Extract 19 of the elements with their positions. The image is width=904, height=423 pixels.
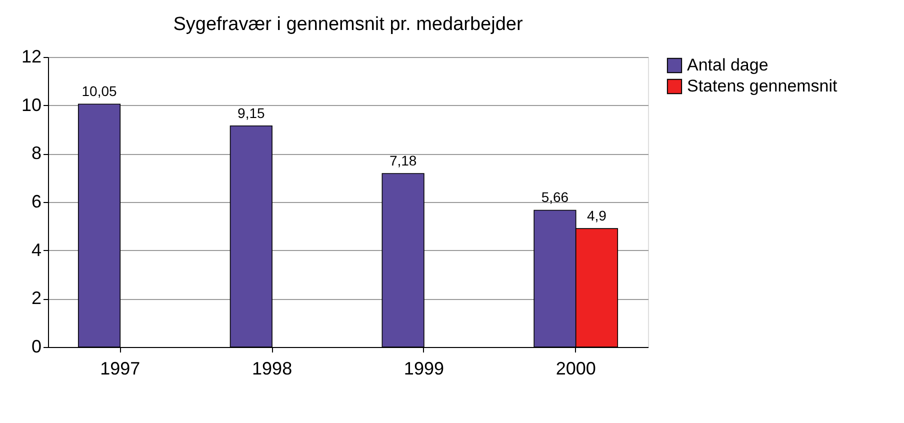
y-tick-label: 12 — [21, 46, 42, 66]
x-tick-label: 1997 — [100, 358, 140, 378]
data-label: 4,9 — [587, 208, 607, 224]
x-tick-label: 2000 — [556, 358, 596, 378]
y-tick-label: 2 — [31, 288, 42, 308]
x-tick-label: 1999 — [404, 358, 444, 378]
y-tick-label: 6 — [31, 192, 42, 212]
data-label: 9,15 — [238, 104, 265, 121]
y-tick-label: 0 — [31, 336, 42, 356]
data-label: 5,66 — [541, 189, 569, 206]
y-tick-label: 10 — [21, 94, 42, 115]
x-tick-label: 1998 — [252, 358, 292, 378]
legend-label: Antal dage — [687, 56, 768, 74]
data-label: 10,05 — [82, 83, 117, 100]
data-label: 7,18 — [389, 152, 417, 168]
y-tick-label: 4 — [31, 240, 42, 260]
chart-title: Sygefravær i gennemsnit pr. medarbejder — [173, 14, 524, 35]
legend-label: Statens gennemsnit — [687, 76, 838, 96]
y-tick-label: 8 — [31, 143, 42, 164]
